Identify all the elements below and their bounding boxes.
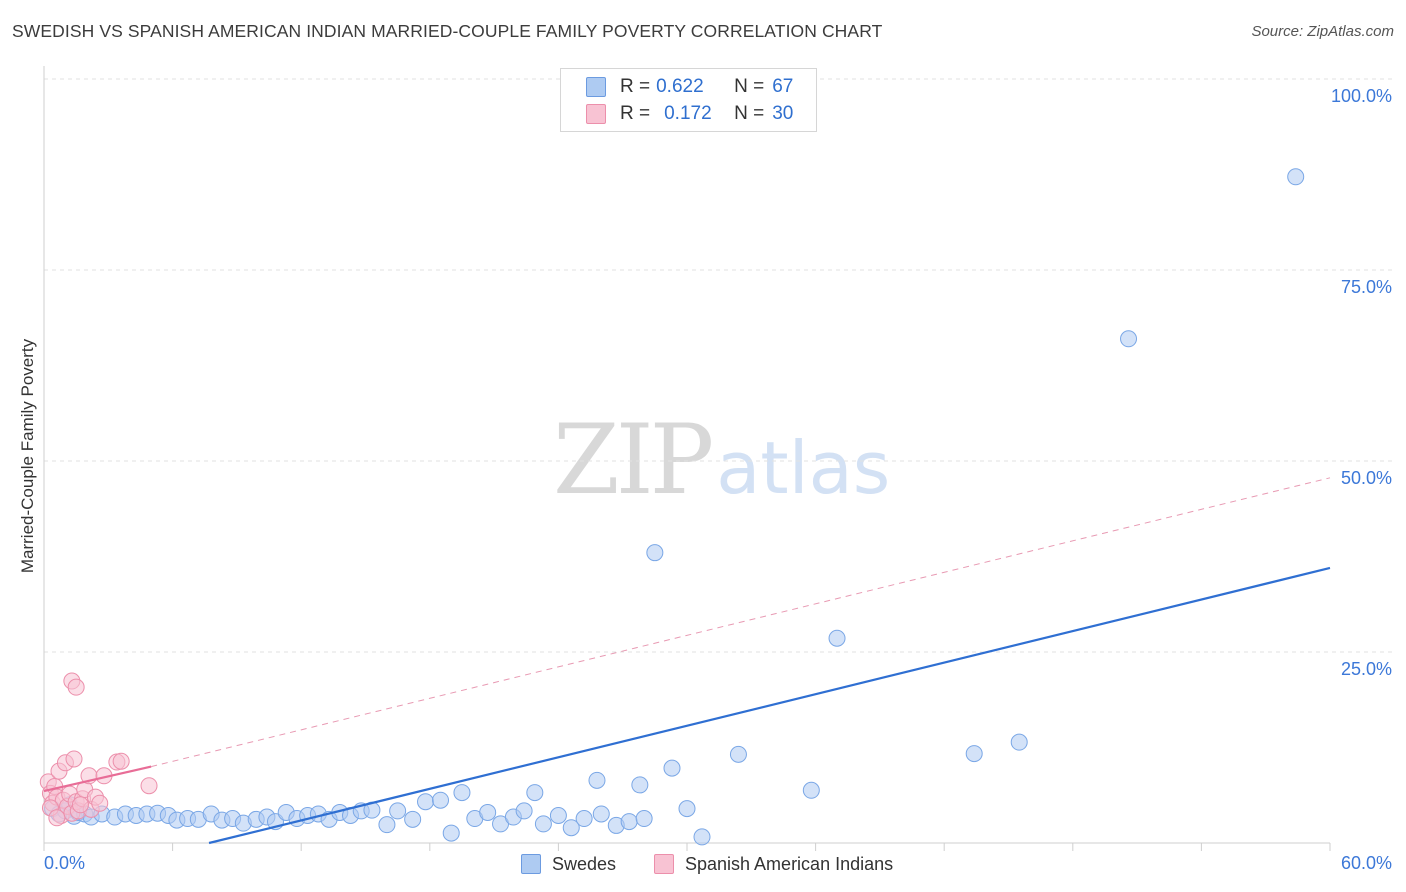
- stats-swatch-spanish-american-indians: [586, 104, 606, 124]
- point-spanish-american-indians: [140, 777, 158, 795]
- stats-swatch-swedes: [586, 77, 606, 97]
- point-swedes: [526, 784, 544, 802]
- x-tick-label: 0.0%: [44, 853, 85, 873]
- point-swedes: [534, 815, 552, 833]
- point-swedes: [442, 824, 460, 842]
- point-swedes: [453, 784, 471, 802]
- point-swedes: [828, 629, 846, 647]
- point-swedes: [663, 759, 681, 777]
- y-tick-label: 100.0%: [1331, 86, 1392, 106]
- point-swedes: [404, 810, 422, 828]
- trend-line-spanish-american-indians: [151, 477, 1331, 768]
- source-credit: Source: ZipAtlas.com: [1251, 23, 1394, 40]
- x-tick-label: 60.0%: [1341, 853, 1392, 873]
- y-tick-label: 25.0%: [1341, 659, 1392, 679]
- legend-swatch-spanish-american-indians: [654, 854, 674, 874]
- y-tick-label: 75.0%: [1341, 277, 1392, 297]
- chart-title: SWEDISH VS SPANISH AMERICAN INDIAN MARRI…: [12, 21, 883, 41]
- legend-label-swedes: Swedes: [552, 853, 617, 874]
- stats-r-value: 0.622: [656, 76, 704, 97]
- legend-swatch-swedes: [521, 854, 541, 874]
- point-swedes: [1010, 733, 1028, 751]
- point-swedes: [575, 810, 593, 828]
- stats-r-value: 0.172: [664, 103, 712, 124]
- stats-n-label: N =: [734, 103, 765, 124]
- point-swedes: [378, 816, 396, 834]
- point-swedes: [432, 791, 450, 809]
- point-swedes: [549, 806, 567, 824]
- trend-line-spanish-american-indians: [43, 765, 152, 793]
- point-swedes: [693, 828, 711, 846]
- stats-box: R = 0.622 N = 67 R = 0.172 N = 30: [560, 68, 817, 132]
- y-tick-label: 50.0%: [1341, 468, 1392, 488]
- legend-label-spanish-american-indians: Spanish American Indians: [685, 853, 894, 874]
- stats-r-label: R =: [620, 103, 651, 124]
- stats-row-spanish-american-indians: R = 0.172 N = 30: [586, 100, 794, 128]
- stats-r-label: R =: [620, 76, 651, 97]
- point-swedes: [1287, 168, 1305, 186]
- legend-item-swedes[interactable]: Swedes: [521, 852, 616, 876]
- point-spanish-american-indians: [65, 750, 83, 768]
- point-swedes: [678, 800, 696, 818]
- point-spanish-american-indians: [48, 809, 66, 827]
- point-swedes: [417, 793, 435, 811]
- legend-item-spanish-american-indians[interactable]: Spanish American Indians: [654, 852, 893, 876]
- point-swedes: [631, 776, 649, 794]
- trend-line-swedes: [208, 566, 1331, 845]
- point-swedes: [965, 745, 983, 763]
- point-swedes: [588, 771, 606, 789]
- stats-row-swedes: R = 0.622 N = 67: [586, 73, 794, 101]
- stats-n-label: N =: [734, 76, 765, 97]
- point-spanish-american-indians: [67, 678, 85, 696]
- point-swedes: [620, 813, 638, 831]
- point-swedes: [646, 544, 664, 562]
- point-swedes: [592, 805, 610, 823]
- point-swedes: [562, 819, 580, 837]
- point-swedes: [479, 803, 497, 821]
- point-spanish-american-indians: [91, 794, 109, 812]
- point-swedes: [729, 745, 747, 763]
- point-swedes: [635, 810, 653, 828]
- point-spanish-american-indians: [112, 752, 130, 770]
- stats-n-value: 30: [772, 103, 794, 124]
- stats-n-value: 67: [772, 76, 794, 97]
- point-swedes: [1120, 330, 1138, 348]
- point-spanish-american-indians: [71, 796, 89, 814]
- point-swedes: [389, 802, 407, 820]
- point-swedes: [802, 781, 820, 799]
- point-swedes: [515, 802, 533, 820]
